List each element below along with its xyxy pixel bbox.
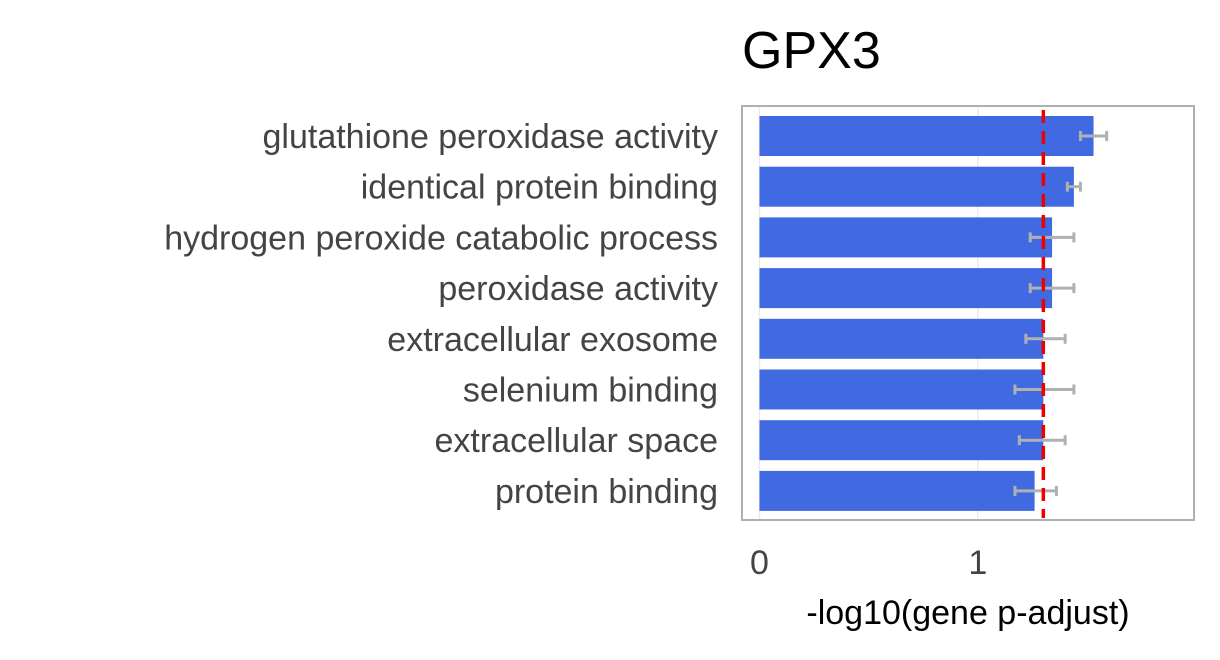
category-labels: glutathione peroxidase activity identical… [164, 118, 718, 511]
error-bars [1013, 131, 1109, 496]
error-bar-2 [1028, 232, 1076, 243]
category-label-0: glutathione peroxidase activity [263, 118, 719, 156]
x-axis-title: -log10(gene p-adjust) [806, 594, 1129, 632]
x-tick-label-1: 1 [968, 544, 987, 582]
bar-4 [759, 318, 1044, 359]
error-bar-6 [1017, 435, 1067, 446]
category-label-3: peroxidase activity [438, 270, 718, 308]
chart-title: GPX3 [742, 22, 881, 80]
category-label-6: extracellular space [435, 422, 718, 460]
error-bar-4 [1024, 333, 1067, 344]
error-bar-7 [1013, 485, 1058, 496]
bar-2 [759, 217, 1053, 258]
category-label-5: selenium binding [463, 372, 718, 410]
bar-7 [759, 470, 1035, 511]
plot-frame [741, 105, 1195, 521]
bar-1 [759, 166, 1074, 207]
error-bar-0 [1078, 131, 1109, 141]
bars [759, 116, 1094, 511]
bar-0 [759, 116, 1094, 156]
category-label-2: hydrogen peroxide catabolic process [164, 219, 718, 257]
category-label-7: protein binding [495, 473, 718, 511]
bar-5 [759, 369, 1044, 410]
category-label-1: identical protein binding [361, 169, 718, 207]
category-label-4: extracellular exosome [387, 321, 718, 359]
bar-6 [759, 420, 1044, 461]
error-bar-1 [1065, 181, 1082, 192]
bar-3 [759, 268, 1053, 309]
error-bar-3 [1028, 283, 1076, 294]
x-tick-label-0: 0 [750, 544, 769, 582]
